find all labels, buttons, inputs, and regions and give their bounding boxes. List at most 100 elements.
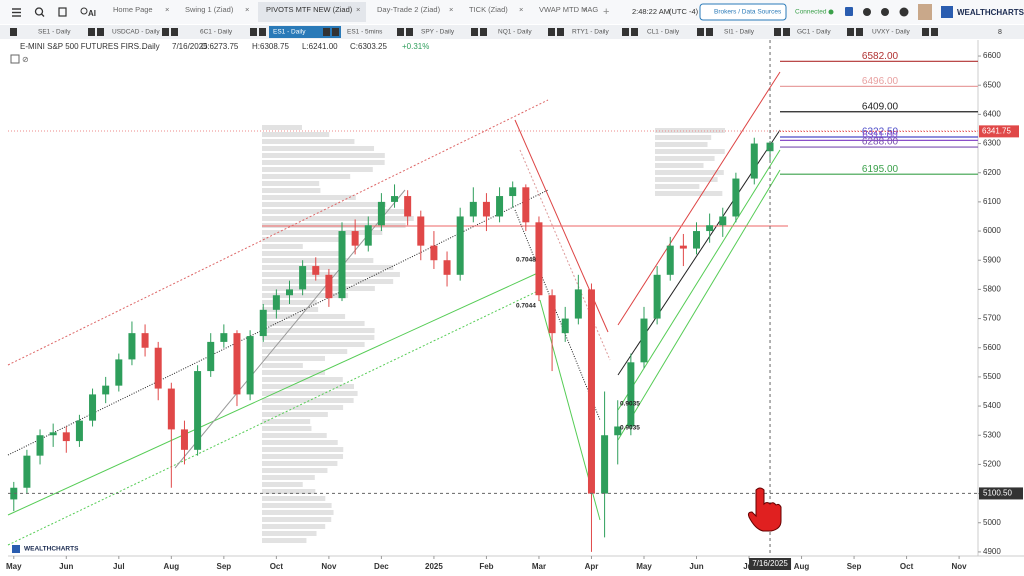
brand: WEALTHCHARTS <box>957 8 1024 17</box>
watch-item[interactable]: 6C1 - Daily <box>200 29 233 36</box>
tab[interactable] <box>369 2 459 22</box>
watch-item[interactable]: SE1 - Daily <box>38 29 71 36</box>
watch-icon[interactable] <box>548 28 555 36</box>
volume-profile-bar <box>262 391 358 396</box>
tab-close[interactable]: × <box>356 5 360 14</box>
watch-icon[interactable] <box>471 28 478 36</box>
tab-label[interactable]: PIVOTS MTF NEW (Ziad) <box>266 5 353 14</box>
watch-item[interactable]: SI1 - Daily <box>724 29 755 36</box>
volume-profile-bar <box>262 272 400 277</box>
y-tick-label: 4900 <box>983 547 1001 556</box>
watch-icon[interactable] <box>171 28 178 36</box>
avatar[interactable] <box>918 4 932 20</box>
tab[interactable] <box>461 2 529 22</box>
tab[interactable] <box>177 2 255 22</box>
level-label: 6195.00 <box>862 164 899 175</box>
volume-profile-bar <box>262 328 375 333</box>
bell-icon[interactable] <box>863 8 871 16</box>
expand-icon[interactable] <box>10 54 20 64</box>
tab-label[interactable]: TICK (Ziad) <box>469 5 508 14</box>
candle-body <box>312 266 320 275</box>
watch-icon[interactable] <box>480 28 487 36</box>
bar-date: 7/16/2025 <box>172 42 208 51</box>
ai-label[interactable]: AI <box>88 9 96 18</box>
watch-item[interactable]: ES1 - 5mins <box>347 29 383 36</box>
watch-icon[interactable] <box>774 28 781 36</box>
watch-icon[interactable] <box>10 28 17 36</box>
volume-profile-bar <box>262 503 332 508</box>
candle-body <box>23 455 31 488</box>
watch-icon[interactable] <box>931 28 938 36</box>
volume-profile-bar <box>262 167 373 172</box>
menu-icon[interactable] <box>12 8 21 17</box>
broker-button-label[interactable]: Brokers / Data Sources <box>714 9 782 16</box>
volume-profile-bar <box>262 342 365 347</box>
watch-icon[interactable] <box>162 28 169 36</box>
tab[interactable] <box>105 2 175 22</box>
watch-icon[interactable] <box>631 28 638 36</box>
tab-close[interactable]: × <box>449 5 453 14</box>
crosshair-date: 7/16/2025 <box>752 559 788 568</box>
watch-icon[interactable] <box>783 28 790 36</box>
ai-icon[interactable] <box>80 7 88 15</box>
watch-icon[interactable] <box>856 28 863 36</box>
watch-icon[interactable] <box>847 28 854 36</box>
watch-icon[interactable] <box>332 28 339 36</box>
watch-icon[interactable] <box>250 28 257 36</box>
hide-icon[interactable]: ⊘ <box>22 55 29 64</box>
watch-icon[interactable] <box>697 28 704 36</box>
search-icon[interactable] <box>34 7 45 17</box>
watch-icon[interactable] <box>622 28 629 36</box>
fib-label: 0.7044 <box>516 303 536 310</box>
tab-close[interactable]: × <box>165 5 169 14</box>
watch-icon[interactable] <box>259 28 266 36</box>
watch-icon[interactable] <box>557 28 564 36</box>
watch-icon[interactable] <box>97 28 104 36</box>
watch-item[interactable]: ES1 - Daily <box>273 29 306 36</box>
tab-close[interactable]: × <box>583 5 587 14</box>
volume-profile-bar <box>262 139 355 144</box>
layout-icon[interactable] <box>58 7 67 17</box>
tab-label[interactable]: VWAP MTD MAG <box>539 5 598 14</box>
volume-profile-bar <box>262 377 343 382</box>
volume-profile-bar <box>655 191 723 196</box>
candle-body <box>180 429 188 450</box>
tab-label[interactable]: Swing 1 (Ziad) <box>185 5 234 14</box>
watch-item[interactable]: GC1 - Daily <box>797 29 831 36</box>
tab[interactable] <box>531 2 593 22</box>
watch-icon[interactable] <box>922 28 929 36</box>
tab-close[interactable]: × <box>245 5 249 14</box>
x-tick-label: 2025 <box>425 562 443 571</box>
help-icon[interactable] <box>899 7 909 17</box>
watch-item[interactable]: UVXY - Daily <box>872 29 911 36</box>
candle-body <box>522 187 530 223</box>
watch-item[interactable]: NQ1 - Daily <box>498 29 532 36</box>
ohlc-close: C:6303.25 <box>350 42 387 51</box>
tab-label[interactable]: Day-Trade 2 (Ziad) <box>377 5 441 14</box>
candle-body <box>102 385 110 395</box>
watch-icon[interactable] <box>706 28 713 36</box>
volume-profile-bar <box>262 517 332 522</box>
watch-item[interactable]: USDCAD - Daily <box>112 29 160 36</box>
broker-button[interactable] <box>699 3 787 21</box>
tab[interactable] <box>258 2 366 22</box>
settings-icon[interactable] <box>881 8 889 16</box>
candle-body <box>417 216 425 246</box>
save-icon[interactable] <box>845 7 853 16</box>
watch-item[interactable]: CL1 - Daily <box>647 29 680 36</box>
watch-icon[interactable] <box>88 28 95 36</box>
watch-icon[interactable] <box>397 28 404 36</box>
level-label: 6288.00 <box>862 137 899 148</box>
watch-item[interactable]: RTY1 - Daily <box>572 29 609 36</box>
add-tab[interactable]: + <box>603 6 609 18</box>
volume-profile-bar <box>262 496 326 501</box>
last-price-box <box>979 125 1019 138</box>
tab-close[interactable]: × <box>519 5 523 14</box>
watch-item[interactable]: SPY - Daily <box>421 29 455 36</box>
watch-icon[interactable] <box>323 28 330 36</box>
watch-icon[interactable] <box>406 28 413 36</box>
watchlist-more[interactable]: 8 <box>998 29 1002 36</box>
candle-body <box>377 201 385 226</box>
tab-label[interactable]: Home Page <box>113 5 153 14</box>
candle-body <box>246 336 254 395</box>
